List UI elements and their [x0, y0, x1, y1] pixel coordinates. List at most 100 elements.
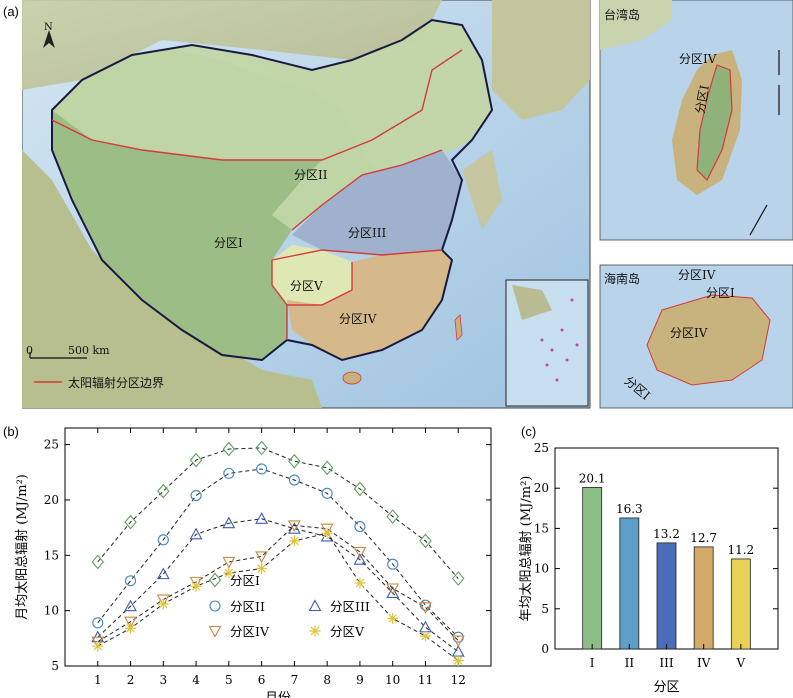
data-point — [354, 520, 366, 533]
bar-I — [582, 486, 603, 650]
bar-value-label: 20.1 — [579, 471, 606, 485]
data-point — [321, 527, 333, 539]
y-tick-label: 10 — [44, 604, 59, 618]
data-point — [125, 622, 137, 634]
x-tick-label: III — [659, 656, 673, 670]
data-point — [387, 612, 399, 624]
y-tick-label: 20 — [534, 481, 549, 495]
data-point — [353, 553, 367, 565]
hainan-title: 海南岛 — [604, 272, 641, 286]
x-tick-label: 5 — [225, 673, 233, 687]
data-point — [451, 635, 465, 648]
legend-marker — [309, 625, 321, 637]
map-label-region-1: 分区I — [214, 236, 243, 250]
data-point — [354, 577, 366, 589]
series-分区V — [92, 527, 464, 666]
taiwan-inset — [599, 0, 793, 241]
data-point — [452, 654, 464, 666]
x-tick-label: IV — [697, 656, 711, 670]
y-axis-label: 月均太阳总辐射 (MJ/m²) — [14, 474, 30, 620]
x-tick-label: 10 — [385, 673, 400, 687]
series-line — [97, 447, 459, 579]
data-point — [222, 441, 236, 457]
data-point — [288, 474, 300, 486]
x-tick-label: 11 — [418, 673, 433, 687]
data-point — [255, 551, 269, 564]
data-point — [222, 556, 236, 569]
data-point — [92, 640, 104, 652]
data-point — [386, 509, 399, 524]
x-tick-label: I — [590, 656, 595, 670]
map-label-region-2: 分区II — [294, 168, 328, 182]
scale-start: 0 — [26, 344, 33, 357]
bar-IV — [693, 546, 714, 650]
y-axis-label: 年均太阳总辐射 (MJ/m²) — [518, 476, 534, 622]
data-point — [124, 575, 137, 587]
region-3-area — [292, 150, 462, 255]
x-tick-label: 4 — [192, 673, 200, 687]
x-tick-label: 12 — [451, 673, 466, 687]
panel-label-b: (b) — [3, 424, 19, 439]
data-point — [320, 460, 334, 476]
hainan-region-1-top: 分区I — [706, 286, 735, 300]
y-tick-label: 15 — [44, 548, 59, 562]
data-point — [287, 520, 301, 533]
data-point — [190, 580, 202, 592]
data-point — [353, 546, 367, 559]
x-tick-label: 3 — [159, 673, 167, 687]
x-tick-label: V — [735, 656, 745, 670]
data-point — [222, 516, 236, 529]
bar-value-label: 12.7 — [690, 531, 717, 545]
data-point — [124, 616, 137, 629]
data-point — [386, 583, 400, 596]
data-point — [92, 617, 104, 629]
map-label-region-5: 分区V — [290, 279, 323, 293]
legend-marker — [209, 600, 221, 612]
y-tick-label: 0 — [541, 642, 549, 656]
map-legend: 太阳辐射分区边界 — [68, 376, 165, 390]
data-point — [189, 452, 203, 468]
panel-label-a: (a) — [3, 4, 19, 19]
panel-label-c: (c) — [521, 424, 537, 439]
legend-label: 分区II — [230, 599, 265, 614]
bar-III — [656, 542, 677, 650]
data-point — [189, 527, 203, 540]
taiwan-region-4: 分区IV — [679, 52, 717, 66]
x-tick-label: 2 — [127, 673, 135, 687]
data-point — [223, 567, 235, 579]
map-label-region-3: 分区III — [348, 226, 387, 240]
series-分区IV — [91, 520, 465, 649]
plot-frame — [64, 427, 492, 667]
data-point — [419, 602, 432, 614]
scale-end: 500 km — [68, 344, 110, 357]
data-point — [156, 567, 170, 580]
map-figure — [22, 0, 793, 409]
y-tick-label: 15 — [534, 521, 549, 535]
bar-value-label: 16.3 — [616, 502, 643, 516]
data-point — [91, 636, 105, 649]
taiwan-title: 台湾岛 — [604, 8, 641, 22]
y-tick-label: 25 — [44, 438, 59, 452]
main-map — [22, 0, 591, 409]
x-tick-label: II — [625, 656, 635, 670]
x-tick-label: 7 — [291, 673, 299, 687]
data-point — [386, 586, 400, 598]
hainan-inset — [599, 264, 793, 409]
x-tick-label: 6 — [258, 673, 266, 687]
legend-label: 分区V — [330, 624, 365, 639]
bar-value-label: 13.2 — [653, 527, 680, 541]
monthly-radiation-chart: 123456789101112510152025月份月均太阳总辐射 (MJ/m²… — [14, 427, 492, 698]
data-point — [353, 481, 367, 497]
region-5-area — [272, 245, 352, 305]
data-point — [452, 571, 465, 586]
x-axis-label: 分区 — [653, 680, 679, 695]
data-point — [124, 599, 137, 612]
legend-label: 分区I — [230, 573, 260, 588]
series-分区III — [91, 512, 465, 657]
data-point — [124, 514, 137, 530]
region-4-area — [287, 250, 452, 360]
data-point — [91, 554, 104, 570]
data-point — [190, 489, 202, 502]
data-point — [256, 563, 268, 575]
data-point — [189, 576, 203, 589]
